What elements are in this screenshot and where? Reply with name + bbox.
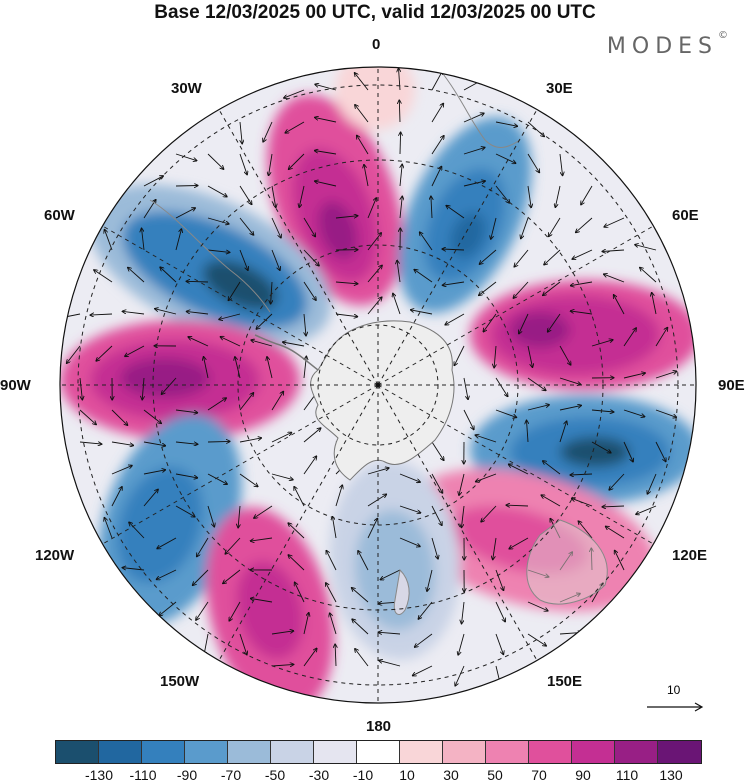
colorbar-cell	[658, 741, 701, 763]
colorbar-cell	[314, 741, 357, 763]
colorbar-tick-label: 50	[487, 767, 503, 783]
page-title: Base 12/03/2025 00 UTC, valid 12/03/2025…	[154, 2, 596, 23]
colorbar	[55, 740, 702, 764]
wind-vectors	[60, 68, 677, 687]
reference-vector: 10	[645, 683, 705, 715]
antarctic-peninsula	[254, 334, 319, 371]
lon-label-0: 0	[372, 36, 381, 53]
colorbar-tick-label: 70	[531, 767, 547, 783]
colorbar-tick-label: -10	[352, 767, 374, 783]
colorbar-cell	[228, 741, 271, 763]
lon-label-30w: 30W	[171, 80, 202, 97]
polar-map	[59, 66, 697, 704]
colorbar-cell	[99, 741, 142, 763]
map-boundary	[59, 66, 697, 704]
africa-outline	[439, 69, 521, 148]
colorbar-tick-label: 130	[659, 767, 683, 783]
colorbar-tick-label: -90	[176, 767, 198, 783]
reference-vector-label: 10	[667, 683, 681, 697]
lon-label-90e: 90E	[718, 377, 745, 394]
reference-arrow-icon	[647, 702, 704, 712]
colorbar-cell	[357, 741, 400, 763]
colorbar-tick-label: 30	[443, 767, 459, 783]
lon-label-120e: 120E	[672, 547, 708, 564]
lon-label-180: 180	[366, 718, 392, 735]
colorbar-tick-label: 10	[399, 767, 415, 783]
australia-outline	[526, 519, 608, 605]
brand-logo: MODES©	[606, 30, 728, 59]
colorbar-tick-label: -130	[84, 767, 114, 783]
colorbar-tick-label: -30	[308, 767, 330, 783]
colorbar-cell	[443, 741, 486, 763]
lon-label-90w: 90W	[0, 377, 31, 394]
colorbar-cell	[486, 741, 529, 763]
lon-label-60e: 60E	[672, 207, 699, 224]
colorbar-tick-label: -50	[264, 767, 286, 783]
lon-label-30e: 30E	[546, 80, 573, 97]
antarctica-landmass	[310, 320, 455, 481]
lon-label-60w: 60W	[44, 207, 75, 224]
colorbar-tick-label: -70	[220, 767, 242, 783]
colorbar-ticks: -130 -110 -90 -70 -50 -30 -10 10 30 50 70 90 110 130	[55, 767, 715, 783]
colorbar-cell	[185, 741, 228, 763]
colorbar-cell	[271, 741, 314, 763]
lon-label-150e: 150E	[547, 673, 583, 690]
colorbar-cell	[615, 741, 658, 763]
south-america-outline	[149, 199, 271, 313]
colorbar-cell	[400, 741, 443, 763]
lon-label-120w: 120W	[35, 547, 75, 564]
new-zealand-outline	[393, 568, 410, 615]
meridian-lines	[60, 67, 696, 703]
colorbar-tick-label: 110	[615, 767, 639, 783]
colorbar-cell	[56, 741, 99, 763]
colorbar-cell	[142, 741, 185, 763]
south-pole-marker	[375, 382, 381, 388]
colorbar-cell	[529, 741, 572, 763]
lon-label-150w: 150W	[160, 673, 200, 690]
colorbar-tick-label: 90	[575, 767, 591, 783]
colorbar-tick-label: -110	[129, 767, 157, 783]
colorbar-cell	[572, 741, 615, 763]
